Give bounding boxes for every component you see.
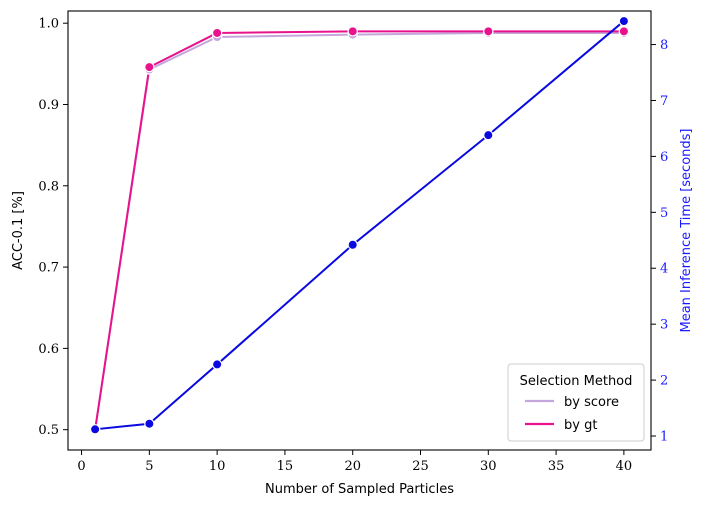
series-point <box>144 418 155 429</box>
y-right-tick-label: 1 <box>660 430 668 445</box>
y-right-tick-label: 6 <box>660 150 668 165</box>
x-tick-label: 40 <box>616 459 633 474</box>
x-tick-label: 35 <box>548 459 565 474</box>
y-right-tick-label: 7 <box>660 94 668 109</box>
y-tick-label: 0.9 <box>38 98 59 113</box>
legend-label: by score <box>564 395 619 410</box>
y-right-tick-label: 5 <box>660 206 668 221</box>
y-right-tick-label: 4 <box>660 262 668 277</box>
y-tick-label: 0.7 <box>38 261 59 276</box>
plot-frame <box>67 10 652 451</box>
y-tick-label: 1.0 <box>38 17 59 32</box>
series-point <box>144 61 155 73</box>
series-line <box>94 30 624 430</box>
x-tick-label: 25 <box>412 459 429 474</box>
legend-title: Selection Method <box>520 374 633 389</box>
x-tick-label: 10 <box>209 459 226 474</box>
y-axis-title: ACC-0.1 [%] <box>11 191 26 270</box>
y-right-tick-label: 3 <box>660 318 668 333</box>
y-tick-label: 0.8 <box>38 179 59 194</box>
x-tick-label: 15 <box>277 459 294 474</box>
series-point <box>618 15 630 27</box>
series-point <box>618 26 630 37</box>
legend-label: by gt <box>564 418 597 433</box>
series-group <box>94 20 625 431</box>
y-right-tick-label: 2 <box>660 374 668 389</box>
series-point <box>89 424 101 435</box>
series-point <box>483 26 494 37</box>
series-point <box>211 27 223 39</box>
x-axis-title: Number of Sampled Particles <box>265 482 454 497</box>
series-point <box>483 129 494 141</box>
y-right-tick-label: 8 <box>660 38 668 53</box>
legend-box <box>507 363 645 442</box>
series-line <box>95 20 625 431</box>
series-point <box>211 359 223 370</box>
legend: Selection Method by score by gt <box>507 363 645 442</box>
y-tick-label: 0.6 <box>38 342 59 357</box>
series-point <box>347 26 358 37</box>
series-point <box>347 239 358 250</box>
x-tick-label: 5 <box>145 459 153 474</box>
x-tick-label: 30 <box>480 459 497 474</box>
x-tick-label: 0 <box>77 459 85 474</box>
axes-group: 0 5 10 15 20 25 30 35 40 0.5 0.6 0.7 0.8 0.9 1.0 1 2 3 4 5 6… <box>11 10 694 497</box>
markers-group <box>89 15 630 435</box>
y-right-axis-title: Mean Inference Time [seconds] <box>679 128 694 332</box>
x-tick-label: 20 <box>344 459 361 474</box>
y-tick-label: 0.5 <box>38 423 59 438</box>
